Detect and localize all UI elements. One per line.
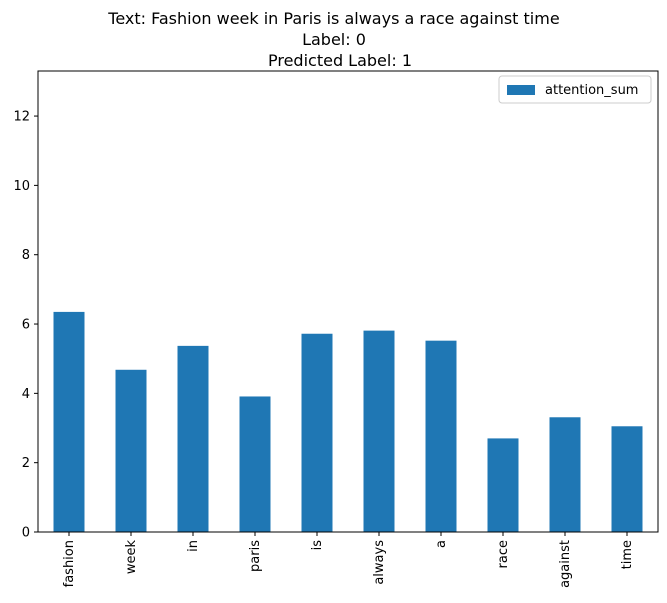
y-tick-label: 2 xyxy=(22,456,30,471)
y-tick-label: 12 xyxy=(13,110,30,125)
bar-paris xyxy=(239,396,271,532)
bar-in xyxy=(177,345,209,532)
title-line-label: Label: 0 xyxy=(302,30,366,49)
x-tick-label: is xyxy=(310,540,325,551)
x-tick-label: paris xyxy=(248,540,263,572)
y-tick-label: 6 xyxy=(22,318,30,333)
x-tick-label: race xyxy=(496,540,511,568)
x-tick-label: a xyxy=(434,540,449,548)
y-tick-label: 4 xyxy=(22,387,30,402)
bar-week xyxy=(115,369,147,532)
bar-always xyxy=(363,330,395,532)
bar-against xyxy=(549,417,581,532)
y-tick-label: 8 xyxy=(22,248,30,263)
legend-swatch xyxy=(507,85,535,95)
title-line-text: Text: Fashion week in Paris is always a … xyxy=(107,9,559,28)
x-tick-label: against xyxy=(558,540,573,588)
bar-series xyxy=(53,311,643,532)
bar-a xyxy=(425,340,457,532)
plot-frame xyxy=(37,70,659,533)
x-axis: fashion week in paris is always a race against ti… xyxy=(62,532,635,588)
x-tick-label: time xyxy=(620,540,635,569)
chart-title: Text: Fashion week in Paris is always a … xyxy=(107,9,559,70)
x-tick-label: fashion xyxy=(62,540,77,587)
x-tick-label: week xyxy=(124,540,139,575)
legend: attention_sum xyxy=(498,75,652,104)
y-axis: 0 2 4 6 8 10 12 xyxy=(13,110,38,541)
y-tick-label: 0 xyxy=(22,526,30,541)
legend-box xyxy=(498,75,652,104)
legend-label: attention_sum xyxy=(545,83,638,98)
x-tick-label: in xyxy=(186,540,201,552)
bar-is xyxy=(301,333,333,532)
title-line-predicted-label: Predicted Label: 1 xyxy=(268,51,412,70)
bar-fashion xyxy=(53,311,85,532)
x-tick-label: always xyxy=(372,540,387,585)
bar-time xyxy=(611,426,643,532)
bar-race xyxy=(487,438,519,532)
y-tick-label: 10 xyxy=(13,179,30,194)
